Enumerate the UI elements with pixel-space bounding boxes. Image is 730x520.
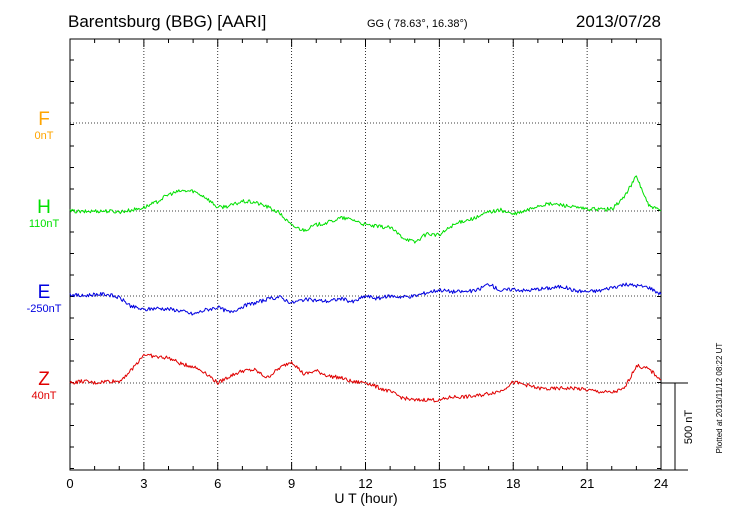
series-line-z	[69, 353, 662, 403]
series-name-e: E	[38, 282, 51, 303]
scale-bar-label: 500 nT	[683, 410, 695, 445]
gridlines	[70, 39, 661, 470]
series-lines	[69, 175, 662, 403]
series-offset-e: -250nT	[27, 303, 62, 315]
series-offset-h: 110nT	[29, 218, 60, 230]
series-name-z: Z	[38, 369, 50, 390]
x-tick-label: 9	[288, 476, 295, 491]
x-tick-label: 0	[66, 476, 73, 491]
x-tick-label: 18	[506, 476, 520, 491]
x-axis-label: U T (hour)	[334, 490, 397, 506]
series-offset-f: 0nT	[35, 130, 54, 142]
station-title: Barentsburg (BBG) [AARI]	[68, 12, 266, 31]
x-tick-labels: 0 3 6 9 12 15 18 21 24	[66, 476, 668, 491]
x-tick-label: 21	[580, 476, 594, 491]
x-tick-label: 12	[358, 476, 372, 491]
x-tick-label: 24	[654, 476, 668, 491]
plotted-at-note: Plotted at 2013/11/12 08:22 UT	[715, 343, 724, 454]
x-tick-label: 15	[432, 476, 446, 491]
x-tick-label: 6	[214, 476, 221, 491]
series-name-f: F	[38, 109, 50, 130]
coordinates-label: GG ( 78.63°, 16.38°)	[367, 18, 468, 30]
date-label: 2013/07/28	[576, 12, 661, 31]
x-tick-label: 3	[140, 476, 147, 491]
series-name-h: H	[37, 197, 51, 218]
series-offset-z: 40nT	[31, 390, 56, 402]
series-line-e	[69, 282, 662, 316]
series-line-h	[69, 175, 662, 244]
scale-bar	[661, 382, 688, 471]
